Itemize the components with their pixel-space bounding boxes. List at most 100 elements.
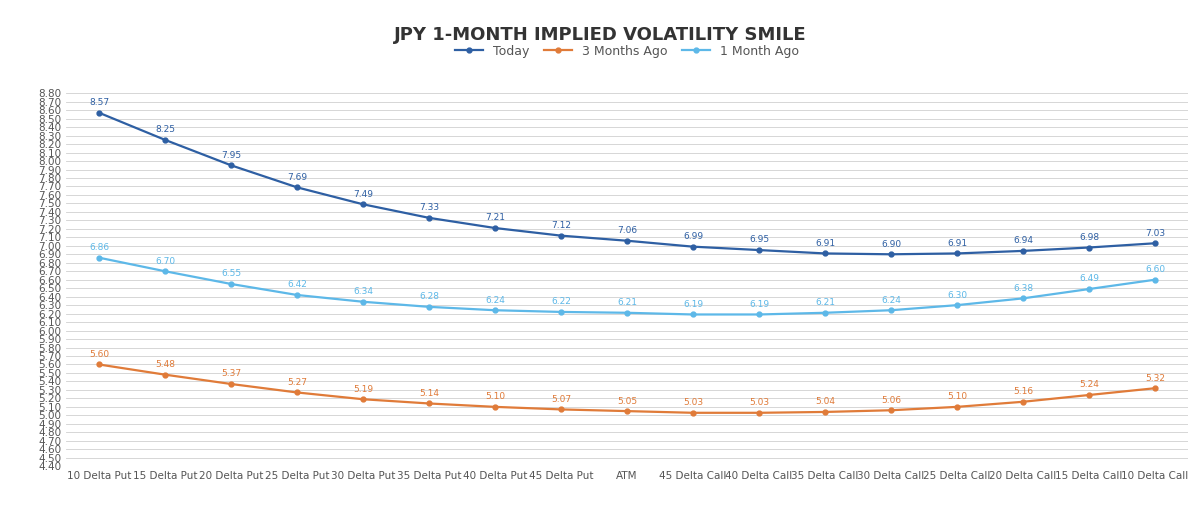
Text: 5.24: 5.24 [1079,380,1099,390]
3 Months Ago [1147,385,1162,391]
Text: 6.91: 6.91 [815,239,835,248]
Today [91,110,107,116]
Today [487,225,503,231]
Text: 6.24: 6.24 [881,296,901,305]
Today [356,201,371,207]
Legend: Today, 3 Months Ago, 1 Month Ago: Today, 3 Months Ago, 1 Month Ago [450,40,804,63]
Text: 7.03: 7.03 [1145,229,1165,238]
Text: 6.55: 6.55 [221,269,241,278]
Text: 8.57: 8.57 [89,98,109,107]
Today [290,184,305,191]
3 Months Ago [223,381,238,387]
Text: 6.21: 6.21 [815,298,835,307]
Line: Today: Today [96,110,1158,257]
Today [950,250,965,256]
3 Months Ago [158,371,173,378]
1 Month Ago [1147,277,1162,283]
Text: 6.21: 6.21 [617,298,637,307]
Text: 6.28: 6.28 [419,292,439,301]
Text: 6.30: 6.30 [947,291,967,299]
Text: 7.21: 7.21 [485,213,505,222]
Text: JPY 1-MONTH IMPLIED VOLATILITY SMILE: JPY 1-MONTH IMPLIED VOLATILITY SMILE [394,26,806,44]
Today [883,251,898,257]
Text: 5.03: 5.03 [683,398,703,407]
1 Month Ago [356,299,371,305]
1 Month Ago [290,292,305,298]
3 Months Ago [1082,392,1097,398]
Today [223,162,238,168]
Today [1082,244,1097,251]
1 Month Ago [883,307,898,313]
Today [422,215,437,221]
Text: 5.07: 5.07 [551,395,571,404]
Today [686,243,701,250]
Text: 6.60: 6.60 [1145,265,1165,274]
Text: 6.42: 6.42 [287,280,307,290]
Text: 6.94: 6.94 [1013,236,1033,246]
Text: 8.25: 8.25 [155,125,175,134]
Text: 7.49: 7.49 [353,190,373,199]
Text: 5.19: 5.19 [353,385,373,394]
Line: 3 Months Ago: 3 Months Ago [96,362,1158,415]
Text: 6.95: 6.95 [749,236,769,244]
3 Months Ago [751,410,767,416]
3 Months Ago [356,396,371,402]
Text: 6.19: 6.19 [683,300,703,309]
3 Months Ago [1015,399,1030,405]
Text: 5.27: 5.27 [287,378,307,387]
3 Months Ago [290,390,305,396]
Text: 5.06: 5.06 [881,396,901,405]
Text: 6.38: 6.38 [1013,284,1033,293]
Text: 6.19: 6.19 [749,300,769,309]
1 Month Ago [223,281,238,287]
Today [818,250,833,256]
1 Month Ago [1015,295,1030,301]
Text: 5.10: 5.10 [947,392,967,401]
Today [751,247,767,253]
3 Months Ago [487,404,503,410]
Text: 6.86: 6.86 [89,243,109,252]
3 Months Ago [686,410,701,416]
3 Months Ago [554,406,569,412]
1 Month Ago [818,310,833,316]
Text: 6.91: 6.91 [947,239,967,248]
1 Month Ago [422,304,437,310]
Line: 1 Month Ago: 1 Month Ago [96,255,1158,317]
Text: 6.98: 6.98 [1079,233,1099,242]
Text: 6.49: 6.49 [1079,275,1099,283]
Text: 5.37: 5.37 [221,369,241,379]
1 Month Ago [487,307,503,313]
1 Month Ago [91,254,107,261]
Text: 6.90: 6.90 [881,240,901,249]
Text: 6.22: 6.22 [551,297,571,306]
Text: 7.33: 7.33 [419,203,439,212]
Text: 5.32: 5.32 [1145,373,1165,383]
Text: 6.99: 6.99 [683,232,703,241]
1 Month Ago [686,311,701,318]
3 Months Ago [818,409,833,415]
Text: 7.95: 7.95 [221,151,241,160]
Text: 6.34: 6.34 [353,287,373,296]
3 Months Ago [91,362,107,368]
Today [554,233,569,239]
Today [1015,248,1030,254]
Text: 5.05: 5.05 [617,397,637,406]
3 Months Ago [422,400,437,407]
Today [620,238,635,244]
1 Month Ago [1082,286,1097,292]
Text: 5.60: 5.60 [89,350,109,359]
1 Month Ago [554,309,569,315]
Text: 7.06: 7.06 [617,226,637,235]
1 Month Ago [158,268,173,275]
Text: 5.10: 5.10 [485,392,505,401]
1 Month Ago [751,311,767,318]
Text: 5.03: 5.03 [749,398,769,407]
Text: 5.14: 5.14 [419,389,439,398]
Today [158,137,173,143]
Text: 5.04: 5.04 [815,397,835,407]
Text: 7.69: 7.69 [287,173,307,182]
Text: 7.12: 7.12 [551,221,571,230]
Text: 5.16: 5.16 [1013,387,1033,396]
3 Months Ago [620,408,635,414]
3 Months Ago [950,404,965,410]
